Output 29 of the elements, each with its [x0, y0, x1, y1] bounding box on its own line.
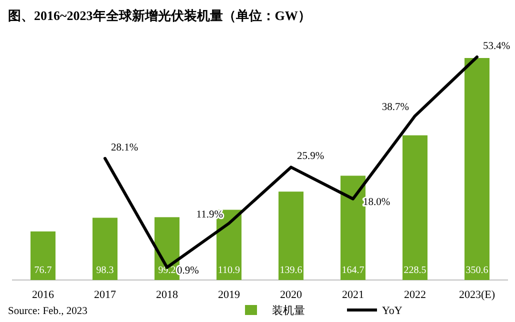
- legend-label: YoY: [382, 305, 402, 317]
- x-tick-label: 2020: [280, 289, 302, 301]
- data-label: 350.6: [466, 265, 488, 276]
- data-label: 98.3: [96, 265, 114, 276]
- data-label: 28.1%: [111, 142, 138, 154]
- data-label: 164.7: [342, 265, 364, 276]
- bar: [340, 176, 366, 280]
- data-label: 139.6: [280, 265, 302, 276]
- data-label: 228.5: [404, 265, 426, 276]
- data-label: 76.7: [34, 265, 52, 276]
- x-tick-label: 2023(E): [458, 289, 496, 301]
- data-label: 38.7%: [382, 102, 410, 113]
- x-tick-label: 2019: [218, 289, 240, 301]
- source-note: Source: Feb., 2023: [8, 306, 88, 317]
- data-label: 110.9: [218, 265, 240, 276]
- bar: [402, 135, 428, 280]
- bar: [30, 231, 56, 280]
- bar: [278, 192, 304, 280]
- bar: [92, 218, 118, 280]
- x-tick-label: 2022: [404, 289, 426, 301]
- legend-label: 装机量: [272, 304, 305, 317]
- x-tick-label: 2018: [156, 289, 178, 301]
- x-tick-label: 2021: [342, 289, 364, 301]
- data-label: 25.9%: [297, 151, 324, 162]
- x-tick-label: 2016: [32, 289, 54, 301]
- data-label: 53.4%: [483, 41, 510, 52]
- chart-title: 图、2016~2023年全球新增光伏装机量（单位：GW）: [8, 8, 311, 23]
- x-tick-label: 2017: [94, 289, 116, 301]
- bar: [464, 58, 490, 280]
